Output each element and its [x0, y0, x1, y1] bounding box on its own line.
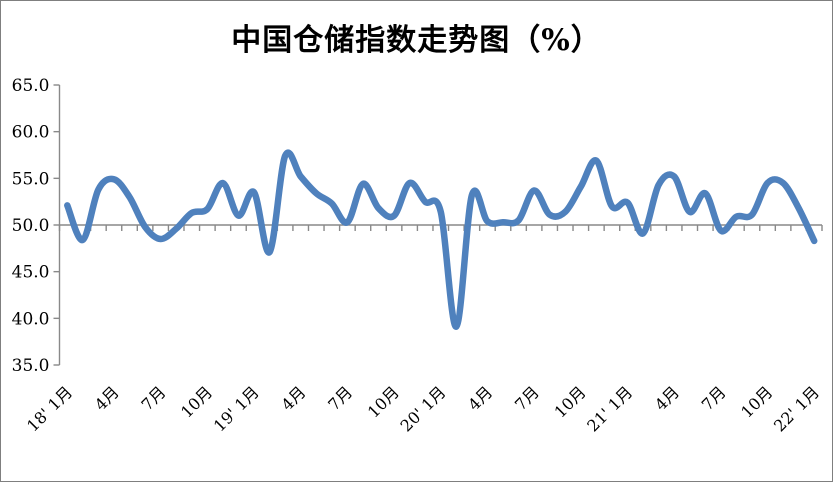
x-tick-label: 7月 [698, 382, 730, 414]
chart-title: 中国仓储指数走势图（%） [231, 23, 602, 58]
y-tick-label: 55.0 [12, 169, 50, 189]
y-tick-label: 35.0 [12, 356, 50, 376]
y-tick-label: 40.0 [12, 309, 50, 329]
x-tick-label: 4月 [464, 382, 496, 414]
x-tick-label: 10月 [364, 382, 403, 421]
y-tick-label: 60.0 [12, 123, 50, 143]
x-tick-label: 22' 1月 [770, 382, 823, 435]
x-tick-label: 7月 [324, 382, 356, 414]
x-tick-label: 4月 [651, 382, 683, 414]
x-tick-label: 4月 [91, 382, 123, 414]
y-tick-label: 50.0 [12, 216, 50, 236]
x-tick-label: 10月 [177, 382, 216, 421]
x-tick-label: 7月 [138, 382, 170, 414]
x-tick-label: 10月 [550, 382, 589, 421]
y-tick-label: 45.0 [12, 263, 50, 283]
index-series-line [64, 149, 818, 330]
x-tick-label: 20' 1月 [397, 382, 450, 435]
x-tick-label: 19' 1月 [210, 382, 263, 435]
x-tick-label: 10月 [737, 382, 776, 421]
x-tick-label: 21' 1月 [583, 382, 636, 435]
x-tick-label: 18' 1月 [23, 382, 76, 435]
y-tick-label: 65.0 [12, 76, 50, 96]
x-tick-label: 7月 [511, 382, 543, 414]
x-tick-label: 4月 [278, 382, 310, 414]
